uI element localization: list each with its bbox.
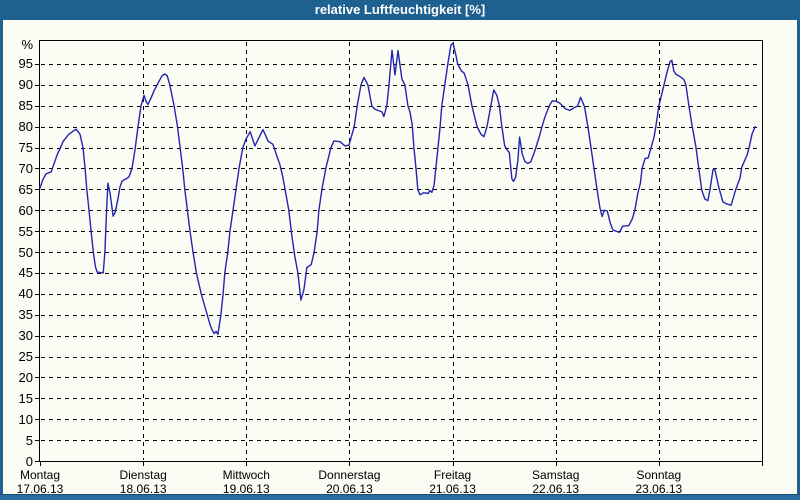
y-axis-unit-label: % <box>21 37 33 52</box>
window-border-left <box>0 20 3 494</box>
y-axis-label-90: 90 <box>18 77 33 93</box>
x-axis-label-samstag: Samstag 22.06.13 <box>504 468 608 496</box>
x-axis-label-montag: Montag 17.06.13 <box>0 468 92 496</box>
day-date: 18.06.13 <box>119 482 167 496</box>
y-axis-label-25: 25 <box>18 349 33 365</box>
x-axis-label-freitag: Freitag 21.06.13 <box>401 468 505 496</box>
y-axis-label-20: 20 <box>18 369 33 385</box>
y-axis-label-75: 75 <box>18 140 33 156</box>
y-axis-label-5: 5 <box>25 432 33 448</box>
plot-border <box>39 40 763 462</box>
y-axis-label-85: 85 <box>18 98 33 114</box>
x-axis-label-donnerstag: Donnerstag 20.06.13 <box>297 468 401 496</box>
day-name: Montag <box>19 468 61 482</box>
day-date: 19.06.13 <box>222 482 270 496</box>
humidity-line <box>39 42 756 336</box>
y-axis-label-55: 55 <box>18 223 33 239</box>
y-axis-label-0: 0 <box>25 453 33 469</box>
y-axis-label-70: 70 <box>18 160 33 176</box>
window-border-right <box>797 20 800 494</box>
y-axis-label-80: 80 <box>18 119 33 135</box>
window-title-bar: relative Luftfeuchtigkeit [%] <box>0 0 800 20</box>
x-axis-label-sonntag: Sonntag 23.06.13 <box>607 468 711 496</box>
day-name: Freitag <box>433 468 472 482</box>
y-axis-label-40: 40 <box>18 286 33 302</box>
y-axis-label-10: 10 <box>18 411 33 427</box>
y-axis-label-30: 30 <box>18 328 33 344</box>
y-axis-label-45: 45 <box>18 265 33 281</box>
day-date: 20.06.13 <box>326 482 373 496</box>
x-axis-label-dienstag: Dienstag 18.06.13 <box>91 468 195 496</box>
x-axis-label-mittwoch: Mittwoch 19.06.13 <box>194 468 298 496</box>
day-name: Sonntag <box>636 468 682 482</box>
y-axis-ticks <box>35 64 39 462</box>
window-border-bottom <box>0 494 800 500</box>
y-axis-label-65: 65 <box>18 181 33 197</box>
day-name: Dienstag <box>119 468 167 482</box>
day-date: 23.06.13 <box>635 482 683 496</box>
x-gridlines <box>143 42 660 460</box>
x-axis-ticks <box>40 462 763 466</box>
day-date: 22.06.13 <box>532 482 580 496</box>
day-name: Donnerstag <box>318 468 381 482</box>
y-gridlines <box>41 64 761 441</box>
y-axis-label-50: 50 <box>18 244 33 260</box>
day-name: Samstag <box>532 468 580 482</box>
y-axis-label-35: 35 <box>18 307 33 323</box>
day-date: 17.06.13 <box>16 482 64 496</box>
day-name: Mittwoch <box>222 468 270 482</box>
y-axis-label-60: 60 <box>18 202 33 218</box>
y-axis-label-95: 95 <box>18 56 33 72</box>
y-axis-label-15: 15 <box>18 390 33 406</box>
window-title: relative Luftfeuchtigkeit [%] <box>314 2 486 17</box>
day-date: 21.06.13 <box>429 482 476 496</box>
